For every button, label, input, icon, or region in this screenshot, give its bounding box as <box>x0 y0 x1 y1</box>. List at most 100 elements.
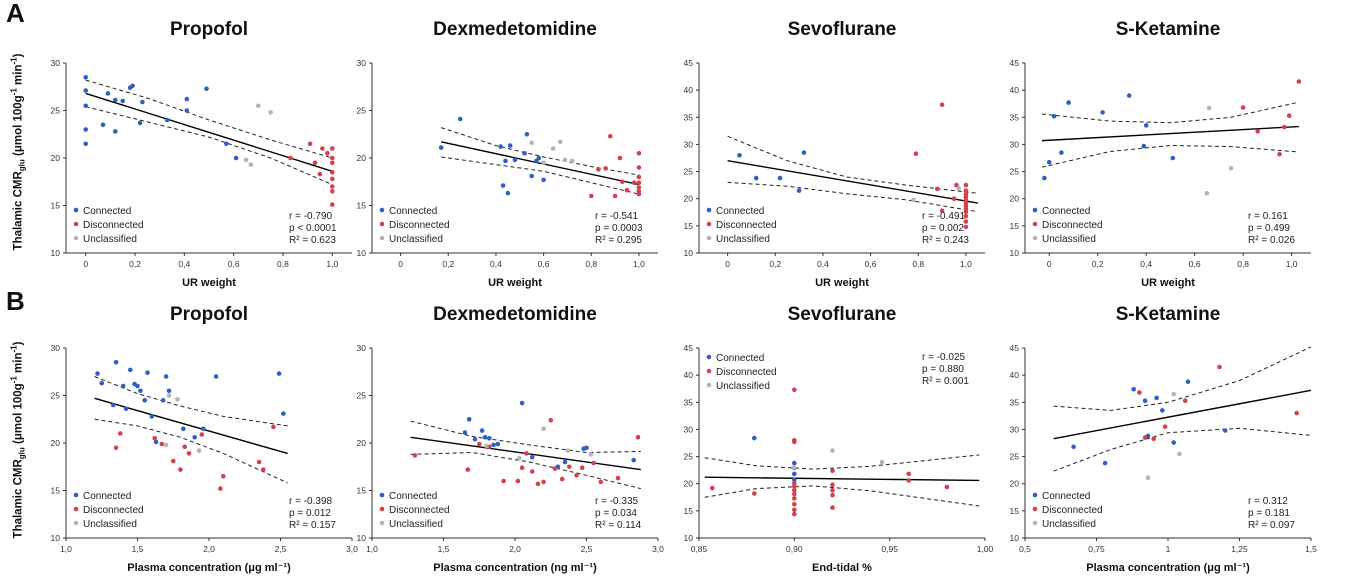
y-tick-label: 35 <box>684 112 694 122</box>
series-disconnected <box>913 102 969 230</box>
y-tick-label: 30 <box>357 58 367 68</box>
x-tick-label: 0,95 <box>881 544 898 554</box>
point-connected <box>1160 408 1165 413</box>
point-connected <box>472 436 478 442</box>
y-tick-label: 20 <box>357 153 367 163</box>
point-disconnected <box>913 151 919 156</box>
point-disconnected <box>636 191 642 197</box>
point-disconnected <box>317 171 323 177</box>
point-connected <box>145 370 150 376</box>
point-connected <box>792 477 797 483</box>
x-tick-label: 1,0 <box>366 544 378 554</box>
y-tick-label: 10 <box>684 248 694 258</box>
point-disconnected <box>1296 79 1302 84</box>
x-tick-label: 1,0 <box>326 259 338 269</box>
point-disconnected <box>221 474 226 479</box>
legend-marker-disconnected <box>73 221 79 227</box>
ci-lower-line <box>704 485 980 507</box>
x-tick-label: 1,0 <box>60 544 72 554</box>
stat-line-1: r = 0.161 <box>1248 211 1288 222</box>
legend-marker-disconnected <box>73 506 79 512</box>
point-unclassified <box>517 455 522 461</box>
y-tick-label: 40 <box>684 370 694 380</box>
point-unclassified <box>1145 475 1151 481</box>
point-disconnected <box>963 209 969 214</box>
point-disconnected <box>1151 436 1156 442</box>
stat-line-2: p = 0.181 <box>1248 508 1290 519</box>
point-connected <box>503 158 508 164</box>
x-tick-label: 0 <box>398 259 403 269</box>
point-disconnected <box>752 491 757 496</box>
point-unclassified <box>175 397 180 402</box>
series-connected <box>737 150 807 193</box>
point-disconnected <box>935 186 940 192</box>
stat-line-1: r = 0.312 <box>1248 496 1288 507</box>
y-tick-label: 20 <box>684 194 694 204</box>
point-connected <box>1185 379 1191 385</box>
point-connected <box>777 175 783 181</box>
point-connected <box>95 371 100 376</box>
y-tick-label: 30 <box>1010 139 1020 149</box>
x-tick-label: 2,0 <box>203 544 215 554</box>
point-unclassified <box>879 459 885 465</box>
point-connected <box>113 129 118 134</box>
ci-lower-line <box>410 451 641 490</box>
stat-line-3: R² = 0.295 <box>595 235 642 246</box>
point-connected <box>181 426 186 432</box>
y-tick-label: 15 <box>51 201 61 211</box>
y-tick-label: 15 <box>684 221 694 231</box>
y-tick-label: 15 <box>684 506 694 516</box>
point-connected <box>752 435 757 441</box>
x-tick-label: 1,0 <box>633 259 645 269</box>
y-tick-label: 45 <box>1010 58 1020 68</box>
point-connected <box>529 173 534 179</box>
point-disconnected <box>541 479 546 485</box>
point-unclassified <box>268 110 273 115</box>
point-disconnected <box>320 146 325 151</box>
point-connected <box>140 99 145 105</box>
y-tick-label: 30 <box>684 424 694 434</box>
point-disconnected <box>1286 113 1292 118</box>
point-connected <box>457 116 463 122</box>
point-disconnected <box>624 188 630 193</box>
stat-line-1: r = -0.025 <box>922 352 966 363</box>
chart-title: Propofol <box>170 304 248 325</box>
y-tick-label: 15 <box>357 486 367 496</box>
chart-a1: Propofol 10 15 20 25 30 0 0,2 0,4 0,6 0,8 1,0 UR wei… <box>51 19 352 289</box>
stat-line-1: r = -0.790 <box>289 211 333 222</box>
point-disconnected <box>939 208 945 213</box>
y-tick-label: 20 <box>357 438 367 448</box>
point-unclassified <box>196 448 202 453</box>
point-disconnected <box>152 436 157 441</box>
point-connected <box>201 426 206 432</box>
point-connected <box>512 157 518 163</box>
point-unclassified <box>569 158 575 164</box>
x-tick-label: 0 <box>725 259 730 269</box>
point-connected <box>737 153 742 158</box>
ci-upper-line <box>85 79 333 159</box>
point-disconnected <box>178 467 183 472</box>
y-tick-label: 25 <box>1010 452 1020 462</box>
point-disconnected <box>620 179 625 185</box>
series-disconnected <box>288 141 335 207</box>
x-tick-label: 1,5 <box>132 544 144 554</box>
point-connected <box>631 457 636 463</box>
point-disconnected <box>199 432 205 437</box>
x-tick-label: 0,4 <box>490 259 502 269</box>
point-connected <box>163 374 169 379</box>
point-unclassified <box>1204 191 1210 196</box>
point-connected <box>541 177 546 183</box>
legend-marker-unclassified <box>73 235 79 241</box>
legend-label-disconnected: Disconnected <box>389 220 450 231</box>
legend-label-disconnected: Disconnected <box>716 220 777 231</box>
regression-line <box>1053 389 1312 440</box>
point-disconnected <box>591 460 596 466</box>
ci-lower-line <box>441 156 640 195</box>
legend-label-unclassified: Unclassified <box>83 519 137 530</box>
x-tick-label: 0,4 <box>178 259 190 269</box>
point-connected <box>281 411 286 416</box>
y-tick-label: 15 <box>51 486 61 496</box>
point-connected <box>142 398 147 403</box>
point-disconnected <box>113 445 119 451</box>
